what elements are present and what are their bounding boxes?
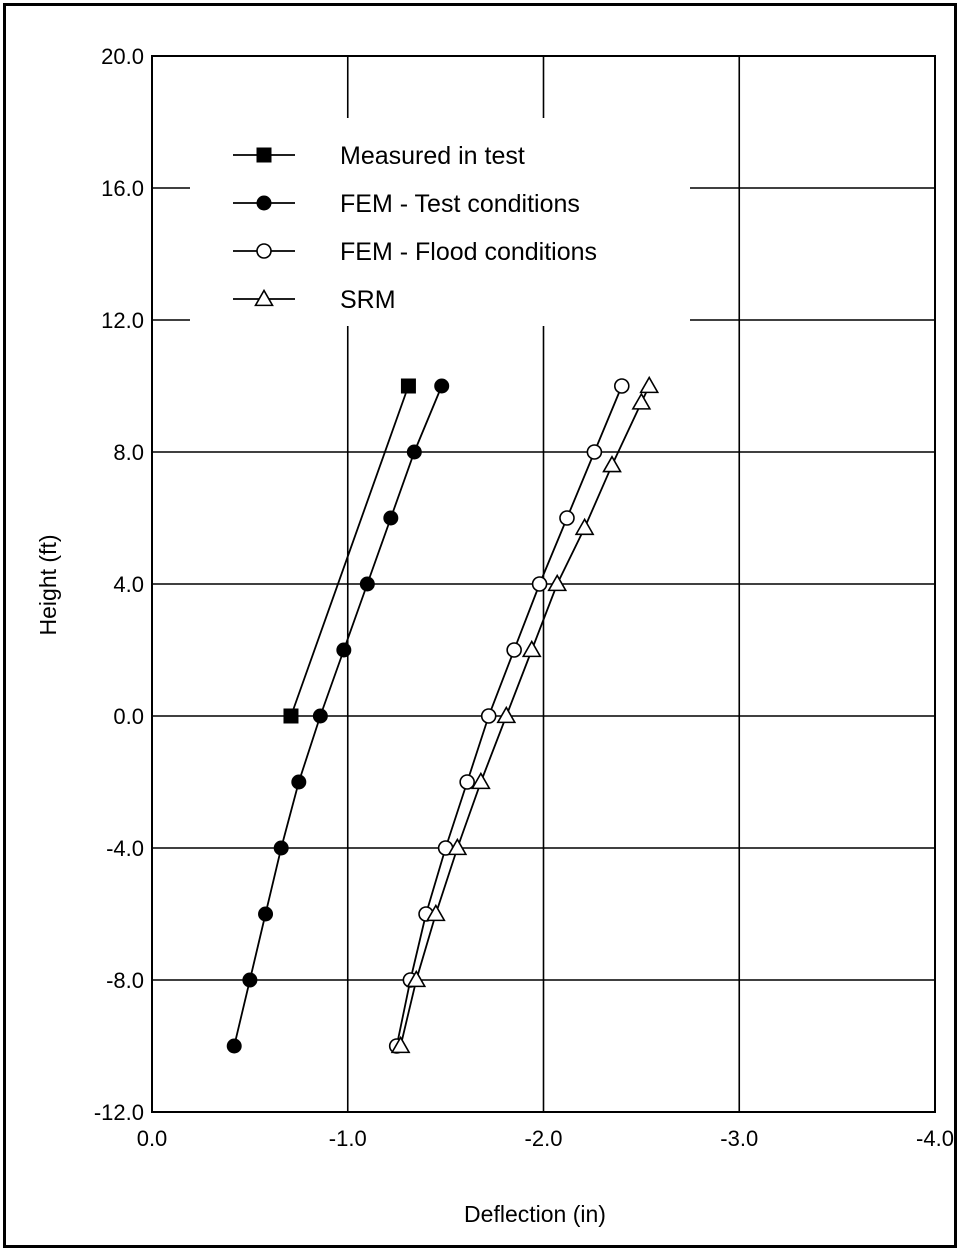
y-axis-ticks: 20.0 16.0 12.0 8.0 4.0 0.0 -4.0 -8.0 -12.0 [94, 44, 144, 1125]
data-point [506, 642, 522, 658]
legend-marker [254, 288, 274, 307]
data-point [586, 444, 603, 460]
data-point [547, 573, 568, 592]
data-point [425, 903, 446, 922]
data-point [406, 444, 422, 460]
series-1 [226, 378, 450, 1054]
legend-marker [256, 195, 272, 211]
x-axis-label: Deflection (in) [464, 1201, 606, 1227]
y-tick-label: 16.0 [101, 176, 144, 201]
legend-box [190, 118, 690, 326]
y-axis-label: Height (ft) [35, 535, 61, 636]
legend-item-3: SRM [233, 286, 396, 314]
legend-label: SRM [340, 286, 396, 314]
legend-item-0: Measured in test [233, 142, 525, 170]
data-point [496, 705, 517, 724]
data-point [459, 774, 475, 790]
data-point [470, 771, 491, 790]
data-point [480, 708, 497, 724]
y-tick-label: 8.0 [113, 440, 144, 465]
series-layer [226, 375, 660, 1054]
legend: Measured in test FEM - Test conditions FEM… [233, 142, 597, 314]
data-point [602, 455, 622, 473]
x-tick-label: -2.0 [525, 1126, 563, 1151]
x-axis-ticks: 0.0 -1.0 -2.0 -3.0 -4.0 [137, 1126, 954, 1151]
y-tick-label: 20.0 [101, 44, 144, 69]
data-point [434, 378, 450, 394]
data-point [283, 708, 299, 724]
legend-item-1: FEM - Test conditions [233, 190, 580, 218]
data-point [390, 1035, 411, 1054]
y-tick-label: -12.0 [94, 1100, 144, 1125]
data-point [273, 840, 289, 856]
data-point [242, 972, 258, 988]
data-point [258, 906, 274, 922]
data-point [447, 837, 468, 856]
plot-area [151, 55, 936, 1113]
legend-label: FEM - Test conditions [340, 190, 580, 218]
legend-marker [256, 243, 272, 259]
data-point [531, 576, 548, 592]
data-point [613, 378, 630, 394]
y-tick-label: 12.0 [101, 308, 144, 333]
y-tick-label: -4.0 [106, 836, 144, 861]
data-point [312, 708, 328, 724]
legend-label: FEM - Flood conditions [340, 238, 597, 266]
data-point [400, 378, 416, 394]
x-tick-label: 0.0 [137, 1126, 168, 1151]
data-point [291, 774, 307, 790]
legend-item-2: FEM - Flood conditions [233, 238, 597, 266]
series-line [290, 385, 410, 717]
y-tick-label: 0.0 [113, 704, 144, 729]
x-tick-label: -1.0 [329, 1126, 367, 1151]
data-point [336, 642, 352, 658]
legend-label: Measured in test [340, 142, 525, 170]
series-line [399, 385, 651, 1047]
data-point [521, 639, 542, 658]
data-point [559, 510, 575, 526]
y-tick-label: 4.0 [113, 572, 144, 597]
series-3 [390, 375, 660, 1054]
legend-marker [256, 147, 272, 163]
data-point [359, 576, 375, 592]
series-0 [283, 378, 416, 724]
data-point [383, 510, 399, 526]
data-point [406, 969, 427, 988]
data-point [631, 392, 652, 410]
y-tick-label: -8.0 [106, 968, 144, 993]
data-point [639, 375, 660, 394]
x-tick-label: -3.0 [720, 1126, 758, 1151]
x-tick-label: -4.0 [916, 1126, 954, 1151]
data-point [226, 1038, 242, 1054]
data-point [574, 517, 595, 536]
